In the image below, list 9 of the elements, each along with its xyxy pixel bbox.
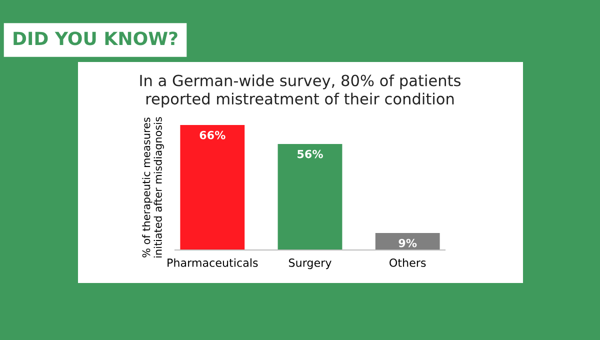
text: DID YOU KNOW?: [14, 32, 178, 46]
x-tick-label: Pharmaceuticals: [168, 258, 258, 267]
x-tick-label: Others: [390, 258, 426, 267]
x-tick-label: Surgery: [288, 258, 332, 270]
data-label: 56%: [298, 150, 323, 158]
data-label: 9%: [398, 238, 417, 248]
chart-title: In a German-wide survey, 80% of patients reported mistreatment of their condition: [140, 74, 460, 108]
data-label: 66%: [200, 130, 226, 140]
y-axis-title: % of therapeutic measures initiated after misdiagnosis: [142, 117, 164, 258]
